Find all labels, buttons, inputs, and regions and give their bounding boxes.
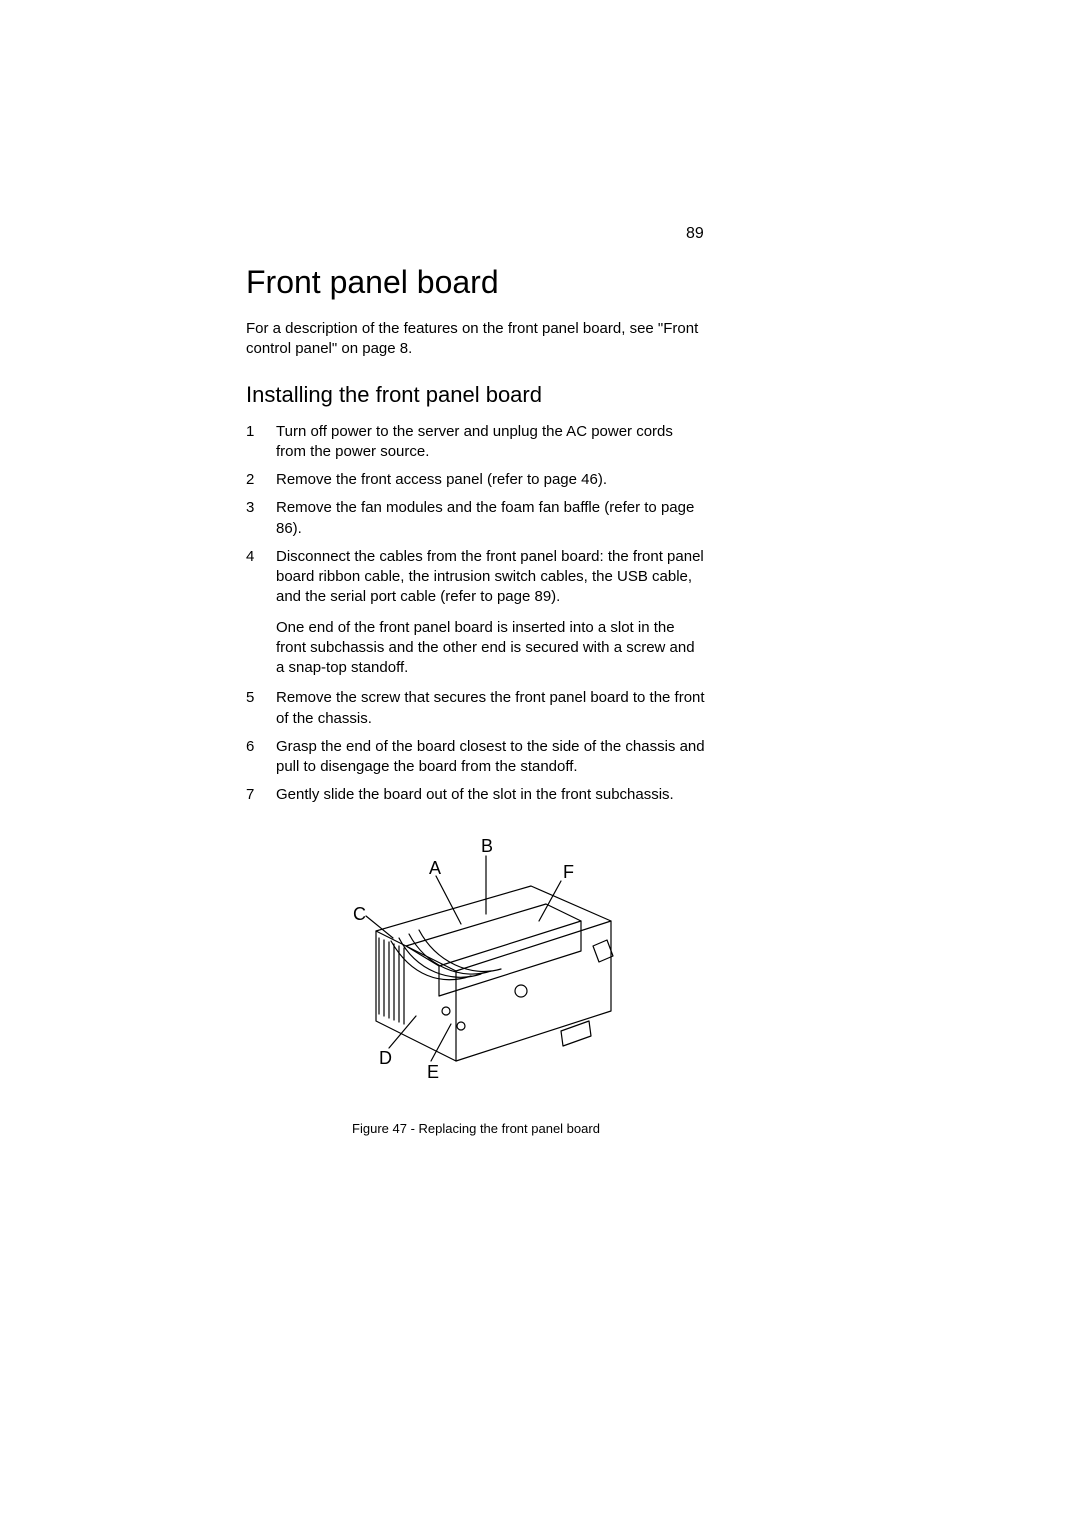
- step-5: 5 Remove the screw that secures the fron…: [246, 688, 706, 729]
- step-text: Gently slide the board out of the slot i…: [276, 785, 706, 805]
- step-7: 7 Gently slide the board out of the slot…: [246, 785, 706, 805]
- label-E: E: [427, 1062, 439, 1082]
- step-6: 6 Grasp the end of the board closest to …: [246, 737, 706, 778]
- step-number: 6: [246, 737, 276, 778]
- step-text: Turn off power to the server and unplug …: [276, 422, 706, 463]
- step-number: 3: [246, 498, 276, 539]
- step-number: 7: [246, 785, 276, 805]
- step-number: 4: [246, 547, 276, 608]
- step-text: Remove the fan modules and the foam fan …: [276, 498, 706, 539]
- step-text: Grasp the end of the board closest to th…: [276, 737, 706, 778]
- figure-caption: Figure 47 - Replacing the front panel bo…: [246, 1121, 706, 1136]
- label-D: D: [379, 1048, 392, 1068]
- step-number: 5: [246, 688, 276, 729]
- front-panel-board-diagram: A B C D E F: [321, 826, 631, 1086]
- intro-paragraph: For a description of the features on the…: [246, 319, 706, 360]
- step-2: 2 Remove the front access panel (refer t…: [246, 470, 706, 490]
- step-text: Remove the screw that secures the front …: [276, 688, 706, 729]
- label-F: F: [563, 862, 574, 882]
- step-3: 3 Remove the fan modules and the foam fa…: [246, 498, 706, 539]
- step-number: 2: [246, 470, 276, 490]
- step-4: 4 Disconnect the cables from the front p…: [246, 547, 706, 608]
- label-B: B: [481, 836, 493, 856]
- page-content: Front panel board For a description of t…: [246, 222, 706, 1136]
- step-1: 1 Turn off power to the server and unplu…: [246, 422, 706, 463]
- step-text: Disconnect the cables from the front pan…: [276, 547, 706, 608]
- step-number: 1: [246, 422, 276, 463]
- figure-47: A B C D E F: [246, 826, 706, 1091]
- label-C: C: [353, 904, 366, 924]
- step-4-note: One end of the front panel board is inse…: [276, 618, 706, 679]
- page-title: Front panel board: [246, 264, 706, 301]
- step-text: Remove the front access panel (refer to …: [276, 470, 706, 490]
- label-A: A: [429, 858, 441, 878]
- section-subtitle: Installing the front panel board: [246, 382, 706, 408]
